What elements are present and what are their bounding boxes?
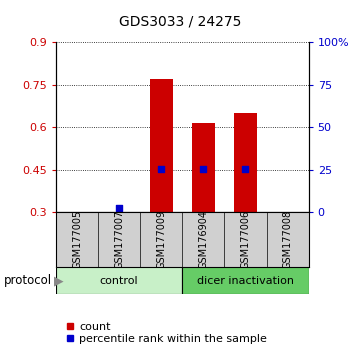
Bar	[182, 267, 309, 294]
Point	[158, 166, 164, 172]
Legend: count, percentile rank within the sample: count, percentile rank within the sample	[61, 317, 271, 348]
Text: protocol: protocol	[4, 274, 52, 287]
Text: dicer inactivation: dicer inactivation	[197, 275, 294, 286]
Text: ▶: ▶	[54, 274, 64, 287]
Text: GSM176904: GSM176904	[198, 210, 208, 269]
Text: GSM177005: GSM177005	[72, 210, 82, 269]
Bar	[192, 123, 215, 212]
Text: GSM177007: GSM177007	[114, 210, 124, 269]
Point	[243, 166, 248, 172]
Text: control: control	[100, 275, 138, 286]
Text: GSM177008: GSM177008	[283, 210, 293, 269]
Point	[116, 205, 122, 211]
Text: GSM177009: GSM177009	[156, 210, 166, 269]
Bar	[56, 267, 182, 294]
Text: GDS3033 / 24275: GDS3033 / 24275	[119, 14, 242, 28]
Point	[200, 166, 206, 172]
Bar	[150, 79, 173, 212]
Bar	[234, 113, 257, 212]
Text: GSM177006: GSM177006	[240, 210, 251, 269]
